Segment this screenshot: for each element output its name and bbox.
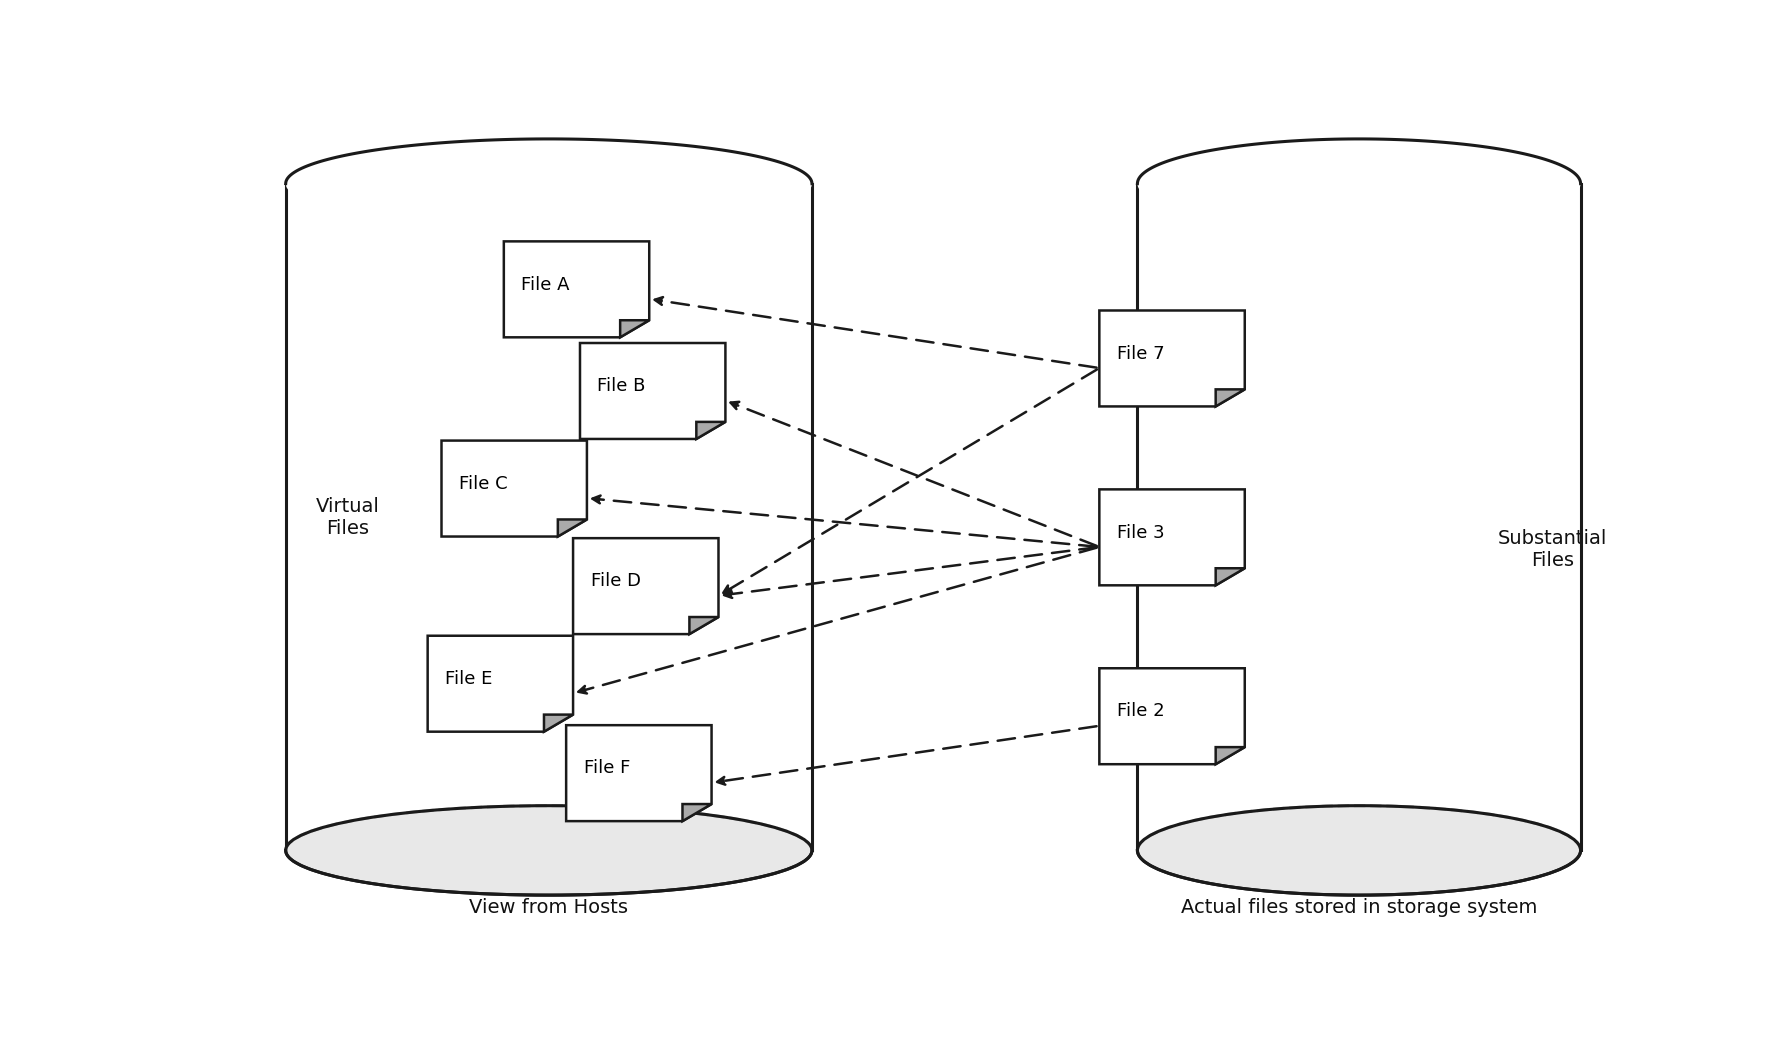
Polygon shape	[697, 422, 726, 439]
Text: File A: File A	[522, 276, 570, 294]
Polygon shape	[441, 440, 586, 536]
Polygon shape	[690, 617, 718, 634]
Text: View from Hosts: View from Hosts	[470, 898, 629, 917]
Polygon shape	[1215, 748, 1246, 765]
Ellipse shape	[286, 806, 811, 895]
Polygon shape	[286, 184, 811, 850]
Polygon shape	[427, 636, 574, 732]
Polygon shape	[683, 804, 711, 822]
Ellipse shape	[1137, 139, 1580, 228]
Text: File B: File B	[597, 377, 645, 395]
Polygon shape	[558, 520, 586, 536]
Polygon shape	[574, 539, 718, 634]
Text: Virtual
Files: Virtual Files	[316, 496, 381, 538]
Text: File 3: File 3	[1117, 524, 1165, 542]
Text: File E: File E	[445, 670, 493, 687]
Text: File D: File D	[590, 572, 640, 590]
Text: File F: File F	[584, 759, 631, 777]
Polygon shape	[543, 715, 574, 732]
Text: File 7: File 7	[1117, 344, 1165, 362]
Text: File C: File C	[459, 475, 508, 493]
Polygon shape	[1099, 489, 1246, 585]
Polygon shape	[581, 343, 726, 439]
Polygon shape	[1099, 310, 1246, 407]
Polygon shape	[504, 242, 649, 337]
Text: Substantial
Files: Substantial Files	[1498, 529, 1608, 570]
Polygon shape	[1215, 390, 1246, 407]
Text: File 2: File 2	[1117, 702, 1165, 720]
Polygon shape	[620, 320, 649, 337]
Ellipse shape	[1137, 806, 1580, 895]
Polygon shape	[1215, 568, 1246, 585]
Polygon shape	[1137, 184, 1581, 850]
Polygon shape	[1099, 668, 1246, 765]
Ellipse shape	[286, 139, 811, 228]
Text: Actual files stored in storage system: Actual files stored in storage system	[1181, 898, 1537, 917]
Polygon shape	[566, 725, 711, 822]
